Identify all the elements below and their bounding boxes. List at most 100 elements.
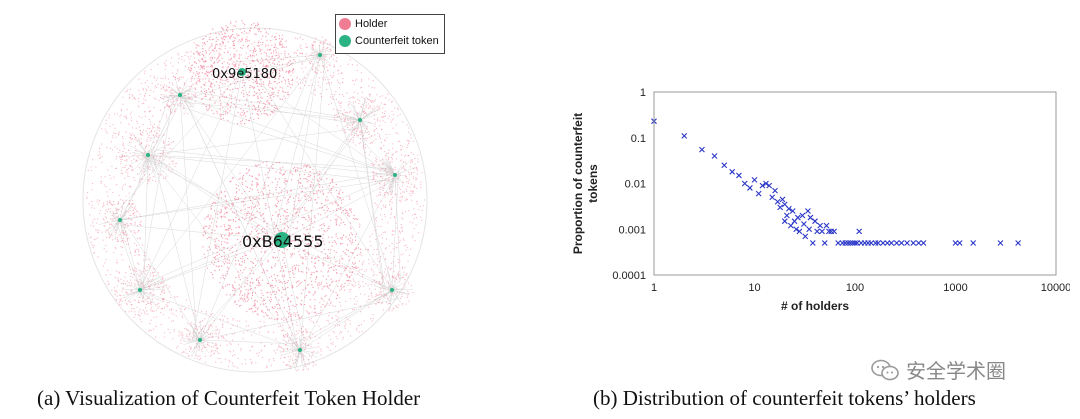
x-tick-label: 1 bbox=[651, 282, 657, 294]
x-tick-label: 10000 bbox=[1041, 282, 1070, 294]
y-axis-title: Proportion of counterfeittokens bbox=[571, 113, 600, 254]
cluster-big bbox=[202, 161, 362, 321]
data-point bbox=[856, 228, 863, 235]
data-point bbox=[842, 240, 849, 246]
data-point bbox=[755, 190, 762, 197]
data-point bbox=[769, 194, 776, 201]
data-point bbox=[721, 162, 728, 169]
data-point bbox=[786, 205, 792, 212]
cluster-bottom-2 bbox=[180, 320, 220, 361]
token-node bbox=[390, 288, 394, 292]
token-node bbox=[198, 338, 202, 342]
data-point bbox=[781, 218, 788, 225]
y-tick-label: 1 bbox=[640, 87, 646, 99]
cluster-right-3 bbox=[370, 267, 414, 312]
legend-item-holder: Holder bbox=[336, 15, 444, 32]
data-point bbox=[831, 228, 838, 235]
data-point bbox=[817, 222, 824, 229]
data-point bbox=[898, 240, 905, 246]
data-point bbox=[796, 228, 803, 235]
data-point bbox=[787, 222, 794, 229]
data-point bbox=[852, 240, 858, 246]
data-point bbox=[763, 180, 769, 187]
token-node bbox=[178, 93, 182, 97]
token-node bbox=[138, 288, 142, 292]
data-point bbox=[847, 240, 854, 246]
data-point bbox=[802, 233, 809, 240]
data-point bbox=[806, 226, 813, 233]
y-tick-label: 0.0001 bbox=[612, 270, 646, 282]
data-point bbox=[699, 146, 705, 153]
data-point bbox=[800, 221, 807, 227]
data-point bbox=[997, 240, 1004, 246]
caption-b: (b) Distribution of counterfeit tokens’ … bbox=[593, 386, 976, 410]
data-point bbox=[821, 240, 828, 246]
y-tick-label: 0.001 bbox=[618, 224, 646, 236]
data-point bbox=[807, 214, 814, 221]
y-tick-label: 0.01 bbox=[625, 179, 646, 191]
network-graph bbox=[82, 20, 428, 373]
data-point bbox=[681, 132, 688, 139]
data-point bbox=[888, 240, 895, 246]
data-point bbox=[736, 172, 742, 179]
data-point bbox=[819, 228, 825, 235]
token-node bbox=[318, 53, 322, 57]
node-label-small: 0x9e5180 bbox=[212, 67, 278, 82]
cluster-left-2 bbox=[98, 199, 142, 242]
x-tick-label: 100 bbox=[846, 282, 864, 294]
data-point bbox=[794, 214, 801, 221]
token-node bbox=[298, 348, 302, 352]
data-point bbox=[741, 180, 748, 187]
token-node bbox=[358, 118, 362, 122]
node-label-big: 0xB64555 bbox=[242, 232, 324, 251]
cluster-left-1 bbox=[118, 125, 177, 185]
y-tick-label: 0.1 bbox=[631, 133, 646, 145]
token-node bbox=[238, 68, 246, 76]
data-point bbox=[812, 218, 818, 225]
watermark: 安全学术圈 bbox=[870, 355, 1006, 384]
data-point bbox=[823, 222, 830, 229]
data-point bbox=[920, 240, 927, 246]
data-point bbox=[809, 240, 816, 246]
x-tick-label: 10 bbox=[748, 282, 760, 294]
legend-item-counterfeit-token: Counterfeit token bbox=[336, 32, 444, 49]
token-node bbox=[118, 218, 122, 222]
data-point bbox=[893, 240, 900, 246]
cluster-left-3 bbox=[113, 265, 165, 317]
data-point bbox=[711, 153, 718, 159]
data-point bbox=[759, 182, 766, 189]
legend-label-counterfeit-token: Counterfeit token bbox=[355, 34, 439, 47]
caption-a: (a) Visualization of Counterfeit Token H… bbox=[37, 386, 421, 410]
x-tick-label: 1000 bbox=[943, 282, 967, 294]
plot-area bbox=[653, 91, 1057, 276]
data-point bbox=[781, 201, 788, 208]
data-point bbox=[845, 240, 851, 246]
data-point bbox=[970, 240, 977, 246]
cluster-right-2 bbox=[371, 150, 419, 199]
data-point bbox=[789, 208, 796, 214]
chat-bubble-icon bbox=[871, 359, 899, 380]
data-point bbox=[766, 182, 773, 189]
holder-dot-icon bbox=[339, 17, 351, 30]
data-point bbox=[868, 240, 875, 246]
cluster-top-left bbox=[160, 75, 197, 115]
data-point bbox=[872, 240, 879, 246]
data-point bbox=[729, 168, 736, 175]
cluster-small bbox=[189, 20, 295, 125]
cluster-bottom-1 bbox=[278, 327, 319, 372]
cluster-right-1 bbox=[333, 95, 386, 146]
data-point bbox=[880, 240, 886, 246]
data-point bbox=[779, 196, 786, 203]
data-point bbox=[774, 198, 781, 205]
data-point bbox=[910, 240, 917, 246]
token-node bbox=[146, 153, 150, 157]
data-point bbox=[814, 228, 821, 235]
token-node bbox=[393, 173, 397, 177]
data-point bbox=[849, 240, 856, 246]
data-point bbox=[952, 240, 959, 246]
data-point bbox=[793, 226, 800, 233]
data-point bbox=[956, 240, 963, 246]
data-point bbox=[799, 212, 806, 219]
data-point bbox=[805, 208, 811, 214]
counterfeit-token-dot-icon bbox=[339, 34, 351, 47]
